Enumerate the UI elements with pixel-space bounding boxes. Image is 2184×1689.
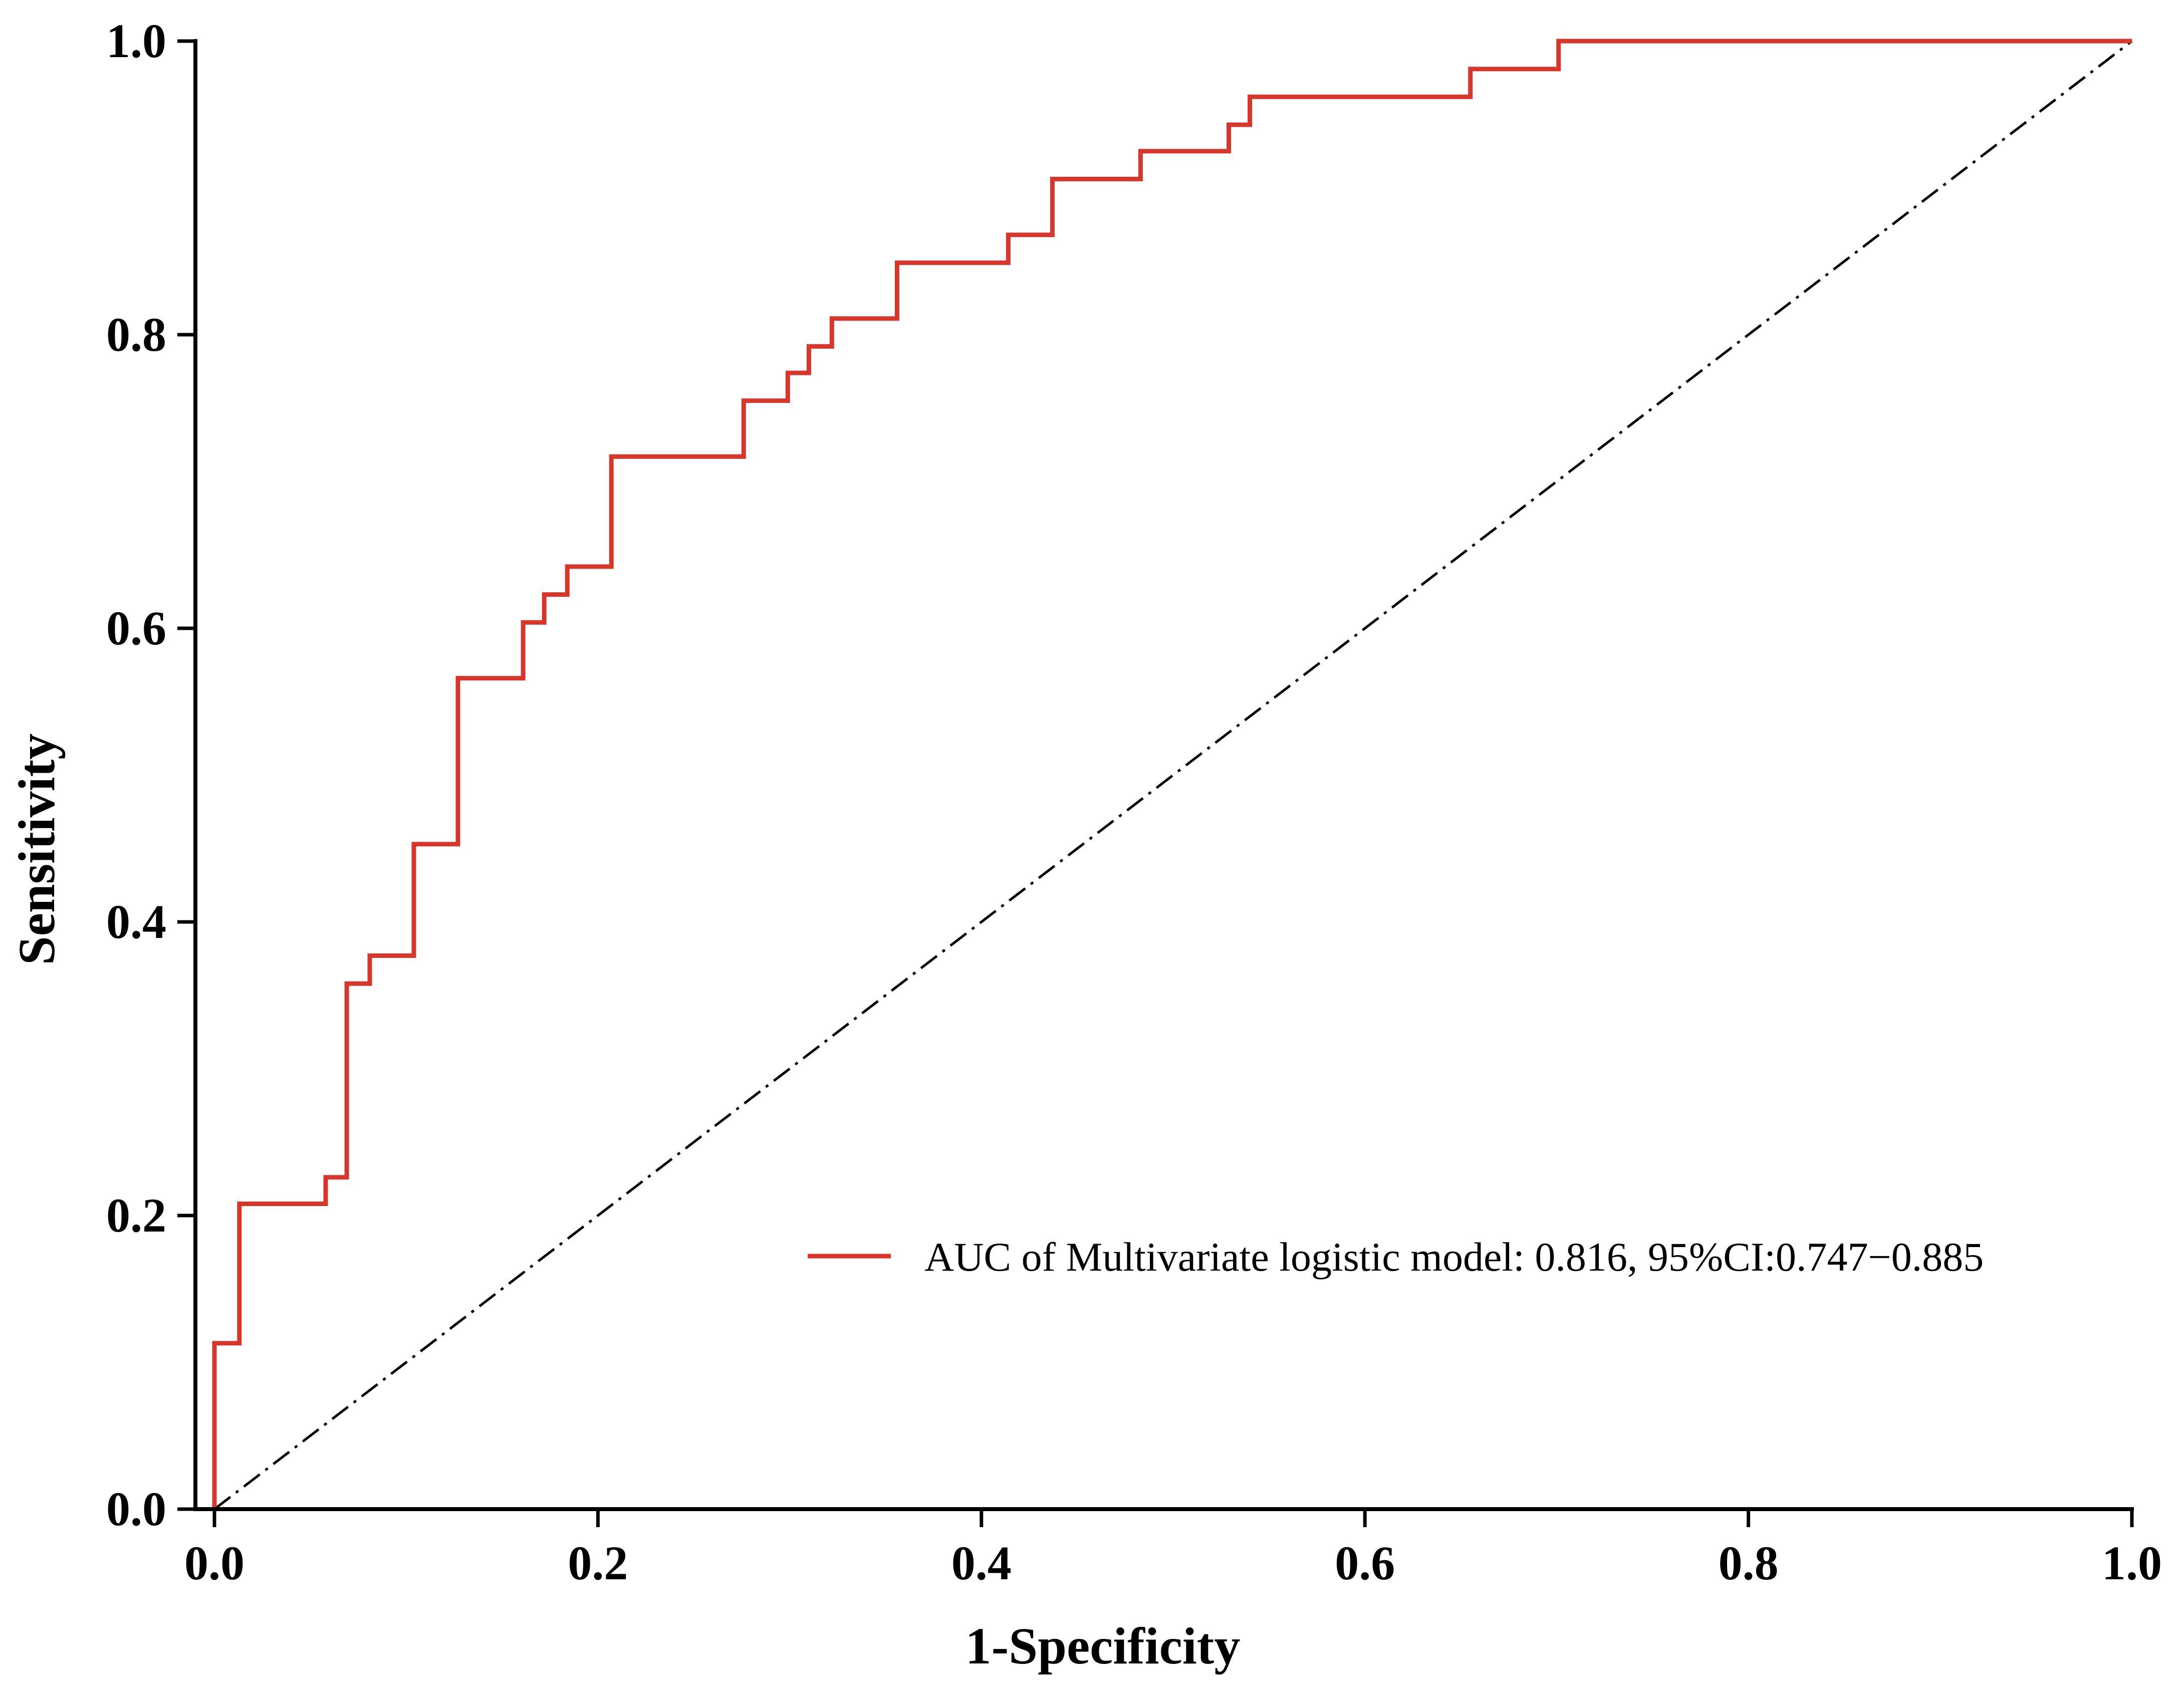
reference-diagonal-line	[213, 40, 2133, 1510]
x-tick-label: 0.2	[568, 1536, 628, 1590]
x-tick-label: 0.8	[1719, 1536, 1779, 1590]
plot-area	[212, 39, 2133, 1510]
x-tick-label: 0.0	[184, 1536, 245, 1590]
x-tick-label: 0.6	[1335, 1536, 1395, 1590]
legend: AUC of Multivariate logistic model: 0.81…	[808, 1234, 1984, 1280]
y-tick-label: 0.4	[106, 895, 166, 948]
axes: 0.0 0.2 0.4 0.6 0.8 1.0 0.0 0.2 0.4 0.6 0.8 1.0	[106, 14, 2162, 1590]
y-tick-label: 1.0	[106, 14, 166, 68]
legend-label: AUC of Multivariate logistic model: 0.81…	[924, 1234, 1984, 1280]
x-tick-label: 1.0	[2102, 1536, 2162, 1590]
roc-curve-line	[212, 39, 2132, 1509]
y-tick-label: 0.2	[106, 1188, 166, 1242]
y-tick-label: 0.8	[106, 308, 166, 361]
y-tick-label: 0.0	[106, 1482, 166, 1536]
x-tick-label: 0.4	[951, 1536, 1012, 1590]
y-ticks: 0.0 0.2 0.4 0.6 0.8 1.0	[106, 14, 195, 1536]
x-ticks: 0.0 0.2 0.4 0.6 0.8 1.0	[184, 1509, 2162, 1590]
y-axis-title: Sensitivity	[8, 734, 66, 965]
y-tick-label: 0.6	[106, 601, 166, 655]
x-axis-title: 1-Specificity	[965, 1617, 1241, 1675]
